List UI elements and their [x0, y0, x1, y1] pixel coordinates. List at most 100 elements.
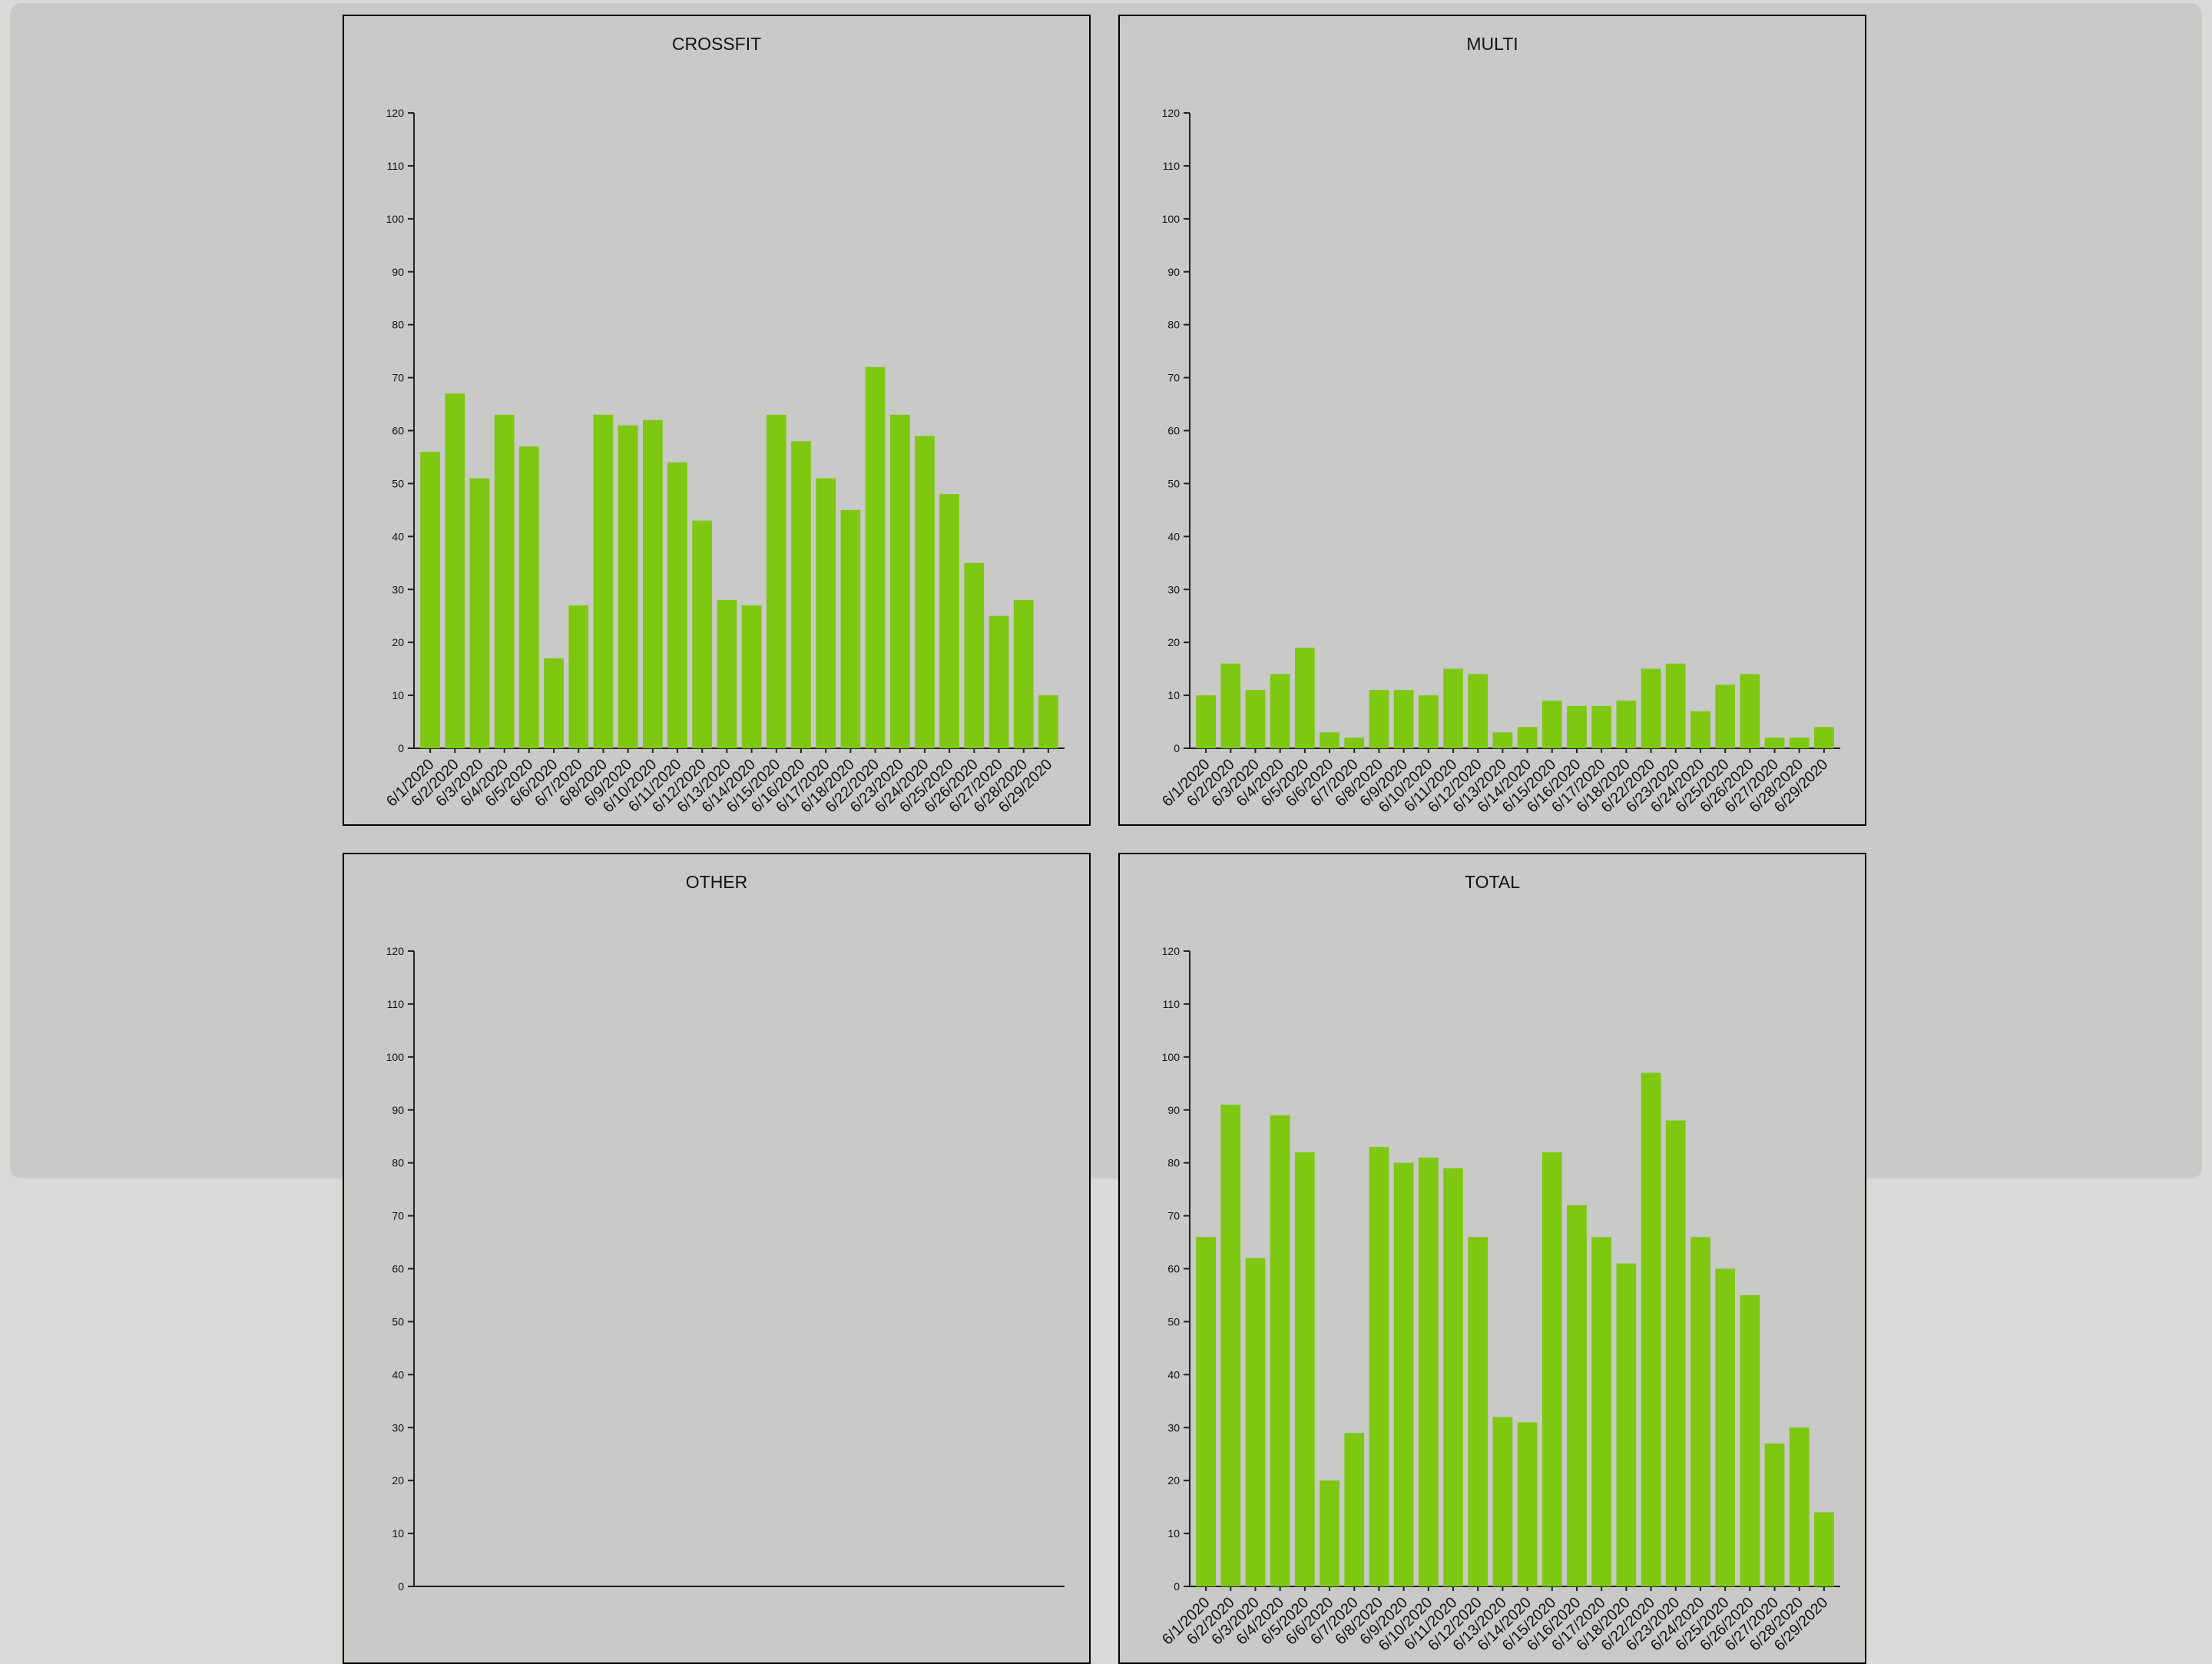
bar — [717, 600, 737, 748]
bar — [420, 452, 440, 748]
bar — [939, 494, 960, 748]
bar — [518, 446, 539, 748]
y-tick-label: 0 — [1174, 742, 1180, 754]
y-tick-label: 110 — [1163, 998, 1181, 1010]
y-tick-label: 90 — [392, 266, 404, 278]
y-tick-label: 60 — [392, 1263, 404, 1275]
bar — [1715, 1268, 1736, 1586]
bar — [988, 615, 1009, 748]
y-tick-label: 60 — [1167, 1263, 1180, 1275]
y-tick-label: 10 — [1167, 689, 1180, 701]
y-tick-label: 80 — [392, 319, 404, 331]
bar — [1294, 1152, 1315, 1586]
bar — [1814, 1512, 1834, 1586]
y-tick-label: 80 — [392, 1157, 404, 1169]
bar — [1468, 674, 1488, 748]
chart-title: MULTI — [1466, 34, 1518, 54]
y-tick-label: 10 — [1167, 1527, 1180, 1540]
bar — [741, 605, 762, 748]
bar — [766, 414, 786, 748]
bar — [1013, 600, 1034, 748]
bar — [840, 509, 861, 748]
y-tick-label: 110 — [1163, 160, 1181, 172]
y-tick-label: 60 — [392, 425, 404, 437]
chart-svg: OTHER 0 10 20 30 40 50 60 70 80 90 100 110 120 — [386, 872, 1065, 1593]
chart-panel-other: OTHER 0 10 20 30 40 50 60 70 80 90 100 110 120 — [343, 853, 1091, 1664]
y-tick-label: 110 — [387, 998, 405, 1010]
y-tick-label: 30 — [392, 583, 404, 595]
y-tick-label: 20 — [1167, 636, 1180, 648]
y-tick-label: 10 — [392, 1527, 404, 1540]
y-tick-label: 40 — [1167, 1368, 1180, 1381]
chart-svg: CROSSFIT01020304050607080901001101206/1/… — [383, 34, 1065, 816]
bar — [1567, 705, 1587, 748]
y-tick-label: 70 — [1167, 372, 1180, 384]
bar — [469, 478, 490, 748]
y-tick-label: 0 — [1174, 1580, 1180, 1593]
chart-svg: TOTAL01020304050607080901001101206/1/202… — [1159, 872, 1840, 1654]
bar — [1270, 674, 1290, 748]
y-tick-label: 50 — [392, 1315, 404, 1328]
bar — [1038, 695, 1058, 748]
bar — [791, 441, 811, 748]
bar — [1320, 1480, 1339, 1586]
bar — [1789, 1427, 1810, 1586]
y-tick-label: 100 — [1162, 1051, 1181, 1063]
y-tick-label: 100 — [386, 213, 405, 225]
chart-title: CROSSFIT — [672, 34, 761, 54]
y-tick-label: 110 — [387, 160, 405, 172]
bar — [1344, 1433, 1365, 1586]
y-tick-label: 40 — [392, 530, 404, 542]
y-tick-label: 100 — [1162, 213, 1181, 225]
bar — [544, 658, 564, 748]
y-tick-label: 60 — [1167, 425, 1180, 437]
bar — [1764, 738, 1785, 748]
y-tick-label: 90 — [1167, 266, 1180, 278]
dashboard-page: CROSSFIT 0 10 20 30 40 50 60 70 80 90 100 110 120 6/1/… — [10, 3, 2202, 1664]
y-tick-label: 120 — [386, 107, 405, 119]
bar — [593, 414, 614, 748]
y-tick-label: 20 — [392, 636, 404, 648]
bar — [1715, 684, 1736, 748]
bar — [1740, 674, 1760, 748]
bar — [1492, 732, 1513, 748]
bar — [1814, 727, 1834, 748]
chart-panel-crossfit: CROSSFIT 0 10 20 30 40 50 60 70 80 90 100 110 120 6/1/… — [343, 15, 1091, 826]
y-tick-label: 80 — [1167, 319, 1180, 331]
bar — [1690, 711, 1710, 748]
bar — [618, 425, 638, 748]
y-tick-label: 70 — [1167, 1210, 1180, 1222]
y-tick-label: 10 — [392, 689, 404, 701]
bar — [915, 436, 935, 748]
bar — [1320, 732, 1339, 748]
y-tick-label: 0 — [398, 1580, 404, 1593]
bar — [1517, 727, 1538, 748]
bar — [642, 419, 663, 748]
y-tick-label: 50 — [1167, 1315, 1180, 1328]
bar — [1196, 695, 1216, 748]
bar — [1418, 695, 1439, 748]
bar — [1541, 1152, 1562, 1586]
bar — [1443, 668, 1463, 748]
bar — [1541, 700, 1562, 748]
y-tick-label: 40 — [1167, 530, 1180, 542]
bar — [1294, 648, 1315, 748]
bar — [494, 414, 515, 748]
bar — [568, 605, 589, 748]
bar — [1245, 690, 1266, 748]
chart-title: TOTAL — [1465, 872, 1520, 892]
y-tick-label: 20 — [1167, 1474, 1180, 1487]
bar — [1270, 1115, 1290, 1586]
bar — [1591, 705, 1612, 748]
bar — [1245, 1258, 1266, 1586]
y-tick-label: 120 — [1162, 945, 1181, 957]
y-tick-label: 120 — [1162, 107, 1181, 119]
bar — [1418, 1157, 1439, 1586]
bar — [1789, 738, 1810, 748]
y-tick-label: 50 — [1167, 477, 1180, 489]
bar — [1665, 663, 1686, 748]
bar — [1764, 1443, 1785, 1586]
y-tick-label: 20 — [392, 1474, 404, 1487]
bar — [1616, 700, 1637, 748]
y-tick-label: 90 — [1167, 1104, 1180, 1116]
